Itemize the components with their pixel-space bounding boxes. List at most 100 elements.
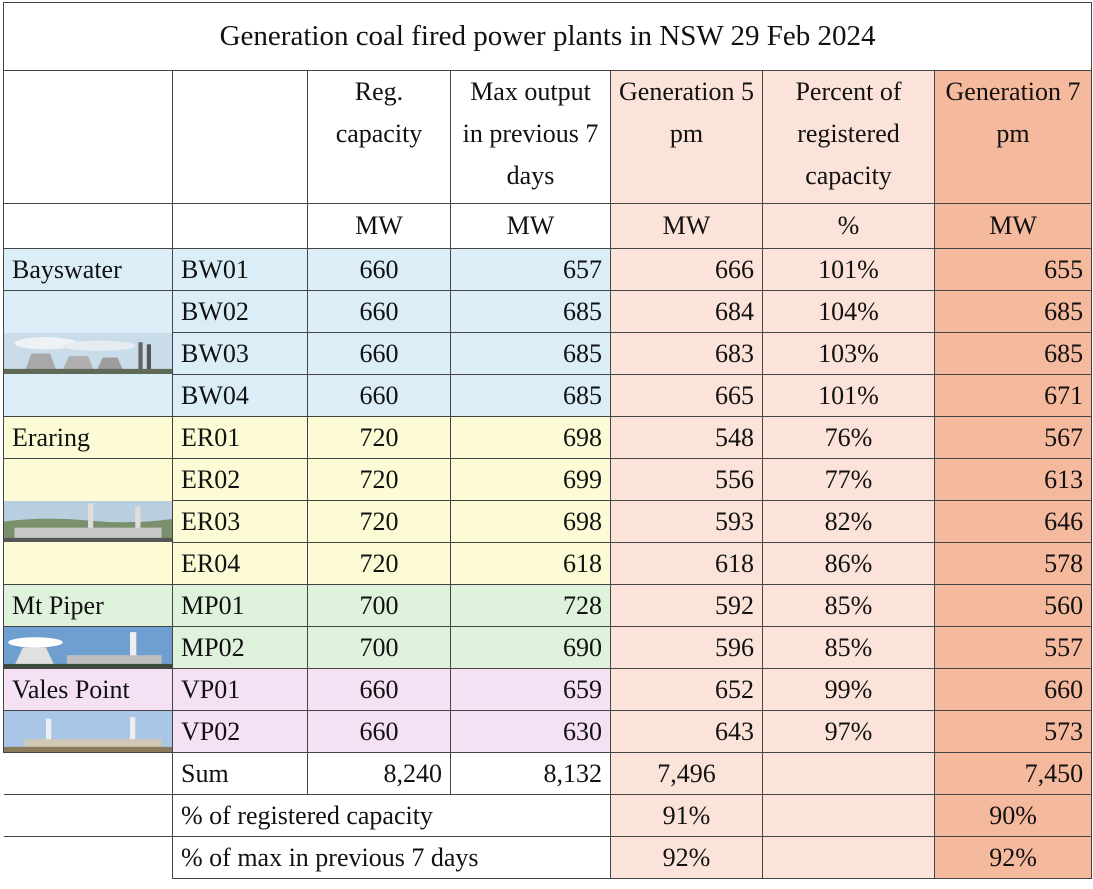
empty-cell [3, 836, 173, 879]
generation-7pm: 685 [933, 290, 1093, 333]
plant-name: Eraring [3, 416, 173, 459]
max-output: 685 [450, 332, 611, 375]
ratio-row: % of max in previous 7 days 92% 92% [3, 836, 1093, 879]
percent-registered: 103% [762, 332, 935, 375]
max-output: 698 [450, 416, 611, 459]
unit-id: ER01 [172, 416, 308, 459]
max-output: 699 [450, 458, 611, 501]
reg-capacity: 720 [307, 416, 451, 459]
unit-id: ER03 [172, 500, 308, 543]
reg-capacity: 660 [307, 668, 451, 711]
generation-5pm: 683 [610, 332, 763, 375]
ratio-generation-5pm: 92% [610, 836, 763, 879]
plant-photo-cell [3, 710, 173, 753]
plant-photo [4, 333, 172, 374]
sum-generation-7pm: 7,450 [933, 752, 1093, 795]
percent-registered: 101% [762, 248, 935, 291]
ratio-generation-5pm: 91% [610, 794, 763, 837]
generation-5pm: 643 [610, 710, 763, 753]
generation-7pm: 685 [933, 332, 1093, 375]
unit-row: Mt Piper MP01 700 728 592 85% 560 [3, 584, 1093, 627]
max-output: 685 [450, 290, 611, 333]
generation-7pm: 578 [933, 542, 1093, 585]
unit-row: VP02 660 630 643 97% 573 [3, 710, 1093, 753]
column-header: Percent of registered capacity [762, 70, 935, 204]
column-header: Max output in previous 7 days [450, 70, 611, 204]
unit-row: ER02 720 699 556 77% 613 [3, 458, 1093, 585]
generation-5pm: 618 [610, 542, 763, 585]
generation-7pm: 573 [933, 710, 1093, 753]
empty-cell [762, 794, 935, 837]
title-row: Generation coal fired power plants in NS… [2, 2, 1093, 71]
percent-registered: 99% [762, 668, 935, 711]
unit-row: Bayswater BW01 660 657 666 101% 655 [3, 248, 1093, 291]
empty-cell [172, 203, 308, 249]
reg-capacity: 700 [307, 626, 451, 669]
reg-capacity: 660 [307, 332, 451, 375]
percent-registered: 76% [762, 416, 935, 459]
unit-id: ER04 [172, 542, 308, 585]
ratio-label: % of registered capacity [172, 794, 611, 837]
unit-row: Vales Point VP01 660 659 652 99% 660 [3, 668, 1093, 711]
percent-registered: 82% [762, 500, 935, 543]
unit-id: BW01 [172, 248, 308, 291]
plant-photo [4, 627, 172, 668]
generation-5pm: 593 [610, 500, 763, 543]
empty-cell [3, 203, 173, 249]
unit-id: MP02 [172, 626, 308, 669]
sum-row: Sum 8,240 8,132 7,496 7,450 [3, 752, 1093, 795]
generation-5pm: 652 [610, 668, 763, 711]
ratio-generation-7pm: 90% [933, 794, 1093, 837]
generation-5pm: 556 [610, 458, 763, 501]
generation-7pm: 646 [933, 500, 1093, 543]
plant-photo [4, 501, 172, 542]
plant-photo-cell [3, 626, 173, 669]
percent-registered: 86% [762, 542, 935, 585]
generation-7pm: 557 [933, 626, 1093, 669]
plant-photo-cell [3, 458, 173, 585]
percent-registered: 77% [762, 458, 935, 501]
unit-label: MW [450, 203, 611, 249]
percent-registered: 104% [762, 290, 935, 333]
percent-registered: 85% [762, 626, 935, 669]
unit-id: MP01 [172, 584, 308, 627]
unit-id: BW04 [172, 374, 308, 417]
generation-7pm: 560 [933, 584, 1093, 627]
sum-generation-5pm: 7,496 [610, 752, 763, 795]
column-header: Generation 7 pm [933, 70, 1093, 204]
reg-capacity: 660 [307, 710, 451, 753]
header-row: Reg. capacity Max output in previous 7 da… [3, 70, 1093, 204]
generation-7pm: 655 [933, 248, 1093, 291]
empty-cell [3, 752, 173, 795]
max-output: 630 [450, 710, 611, 753]
empty-cell [762, 752, 935, 795]
unit-id: VP02 [172, 710, 308, 753]
unit-row: MP02 700 690 596 85% 557 [3, 626, 1093, 669]
generation-5pm: 596 [610, 626, 763, 669]
generation-7pm: 660 [933, 668, 1093, 711]
unit-id: ER02 [172, 458, 308, 501]
unit-label: % [762, 203, 935, 249]
generation-5pm: 592 [610, 584, 763, 627]
reg-capacity: 720 [307, 542, 451, 585]
unit-row: BW02 660 685 684 104% 685 [3, 290, 1093, 417]
unit-row: ER04 720 618 618 86% 578 [4, 542, 1093, 585]
plant-photo-cell [3, 290, 173, 417]
max-output: 657 [450, 248, 611, 291]
ratio-row: % of registered capacity 91% 90% [3, 794, 1093, 837]
unit-row: BW04 660 685 665 101% 671 [4, 374, 1093, 417]
generation-5pm: 548 [610, 416, 763, 459]
generation-5pm: 684 [610, 290, 763, 333]
empty-cell [762, 836, 935, 879]
generation-7pm: 613 [933, 458, 1093, 501]
table-title: Generation coal fired power plants in NS… [2, 2, 1093, 71]
max-output: 685 [450, 374, 611, 417]
units-row: MW MW MW% MW [3, 203, 1093, 249]
percent-registered: 101% [762, 374, 935, 417]
plant-name: Bayswater [3, 248, 173, 291]
plant-name: Vales Point [3, 668, 173, 711]
max-output: 659 [450, 668, 611, 711]
